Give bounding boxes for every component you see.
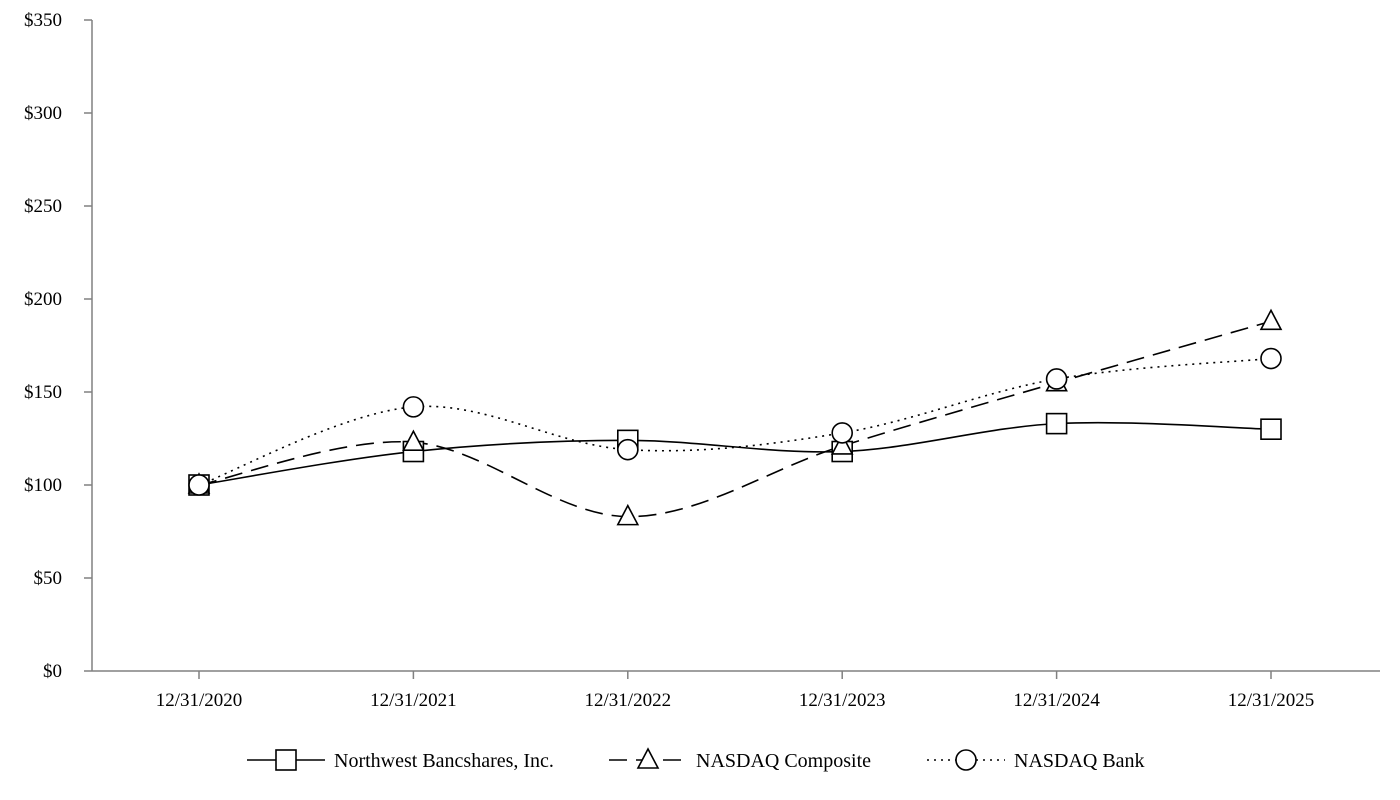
y-tick-label: $150	[24, 382, 62, 403]
legend-marker-square	[275, 749, 297, 771]
y-tick-label: $350	[24, 10, 62, 31]
y-tick-label: $0	[43, 661, 62, 682]
data-point-circle	[831, 422, 854, 444]
legend-label: NASDAQ Bank	[1014, 750, 1145, 772]
y-tick-label: $300	[24, 103, 62, 124]
y-axis-ticks: $0 $50 $100 $150 $200 $250 $300 $350	[24, 10, 92, 682]
series-line-triangle	[198, 320, 1272, 518]
series-line-square	[198, 421, 1272, 486]
series-line-circle	[198, 357, 1272, 486]
legend-label: Northwest Bancshares, Inc.	[334, 750, 554, 772]
legend-item: NASDAQ Composite	[609, 747, 871, 772]
legend-marker-triangle	[636, 747, 660, 769]
x-tick-label: 12/31/2023	[799, 690, 886, 711]
x-tick-label: 12/31/2024	[1013, 690, 1100, 711]
legend: Northwest Bancshares, Inc. NASDAQ Composi…	[247, 747, 1145, 772]
data-point-circle	[1260, 347, 1282, 370]
data-point-square	[1260, 418, 1282, 441]
series-lines	[198, 320, 1272, 518]
data-point-triangle	[616, 503, 640, 526]
x-tick-label: 12/31/2022	[585, 690, 672, 711]
legend-item: NASDAQ Bank	[927, 749, 1145, 772]
legend-label: NASDAQ Composite	[696, 750, 871, 772]
data-point-circle	[188, 474, 210, 496]
data-point-triangle	[830, 433, 854, 455]
data-point-triangle	[402, 429, 425, 452]
data-point-triangle	[1259, 308, 1283, 331]
x-axis-ticks: 12/31/2020 12/31/2021 12/31/2022 12/31/2023…	[156, 671, 1315, 711]
data-point-circle	[1045, 368, 1068, 390]
x-tick-label: 12/31/2020	[156, 690, 243, 711]
data-point-circle	[402, 396, 425, 418]
series-markers	[187, 308, 1283, 526]
y-tick-label: $250	[24, 196, 62, 217]
y-tick-label: $50	[34, 568, 63, 589]
legend-item: Northwest Bancshares, Inc.	[247, 749, 554, 772]
y-tick-label: $200	[24, 289, 62, 310]
y-tick-label: $100	[24, 475, 62, 496]
x-tick-label: 12/31/2021	[370, 690, 457, 711]
data-point-square	[1045, 412, 1068, 435]
legend-marker-circle	[955, 749, 977, 771]
data-point-circle	[616, 438, 639, 461]
x-tick-label: 12/31/2025	[1228, 690, 1315, 711]
